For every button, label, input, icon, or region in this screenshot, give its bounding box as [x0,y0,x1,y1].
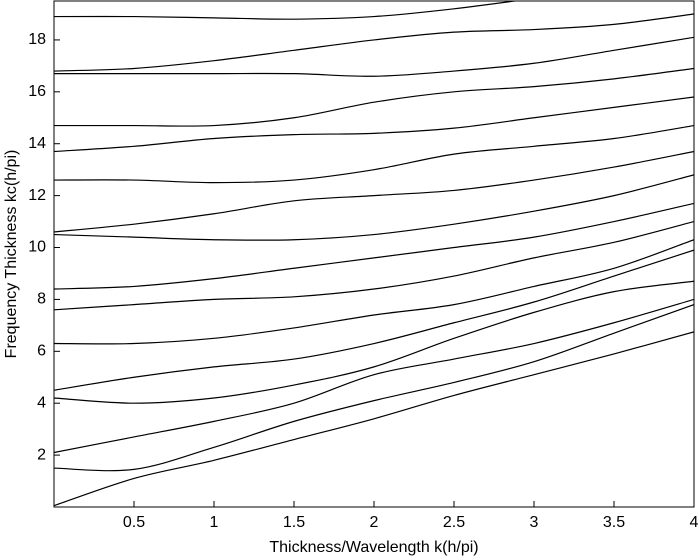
plot-lines [54,1,694,507]
curve [54,202,694,290]
curve [54,150,694,233]
x-tick-label: 2 [370,514,379,531]
y-tick-label: 10 [28,239,46,256]
curve [54,96,694,153]
curve [54,331,694,507]
curve [54,280,694,404]
curve [54,239,694,345]
x-axis-label: Thickness/Wavelength k(h/pi) [269,539,478,556]
curve [54,1,520,20]
curve [54,36,694,77]
curve [54,249,694,391]
x-tick-label: 3.5 [603,514,625,531]
y-tick-label: 14 [28,135,46,152]
y-tick-label: 2 [37,446,46,463]
x-tick-label: 1.5 [283,514,305,531]
curve [54,220,694,311]
x-tick-label: 2.5 [443,514,465,531]
y-tick-label: 12 [28,187,46,204]
x-tick-label: 4 [690,514,699,531]
y-tick-label: 8 [37,291,46,308]
x-tick-label: 1 [210,514,219,531]
y-tick-label: 6 [37,343,46,360]
x-tick-label: 0.5 [123,514,145,531]
x-tick-label: 3 [530,514,539,531]
y-tick-label: 16 [28,83,46,100]
y-tick-label: 18 [28,31,46,48]
curve [54,67,694,127]
curve [54,174,694,241]
curve [54,298,694,454]
y-axis-label: Frequency Thickness kc(h/pi) [3,150,20,359]
curve [54,304,694,472]
y-tick-label: 4 [37,394,46,411]
curve [54,124,694,184]
plot-frame [53,0,695,508]
curve [54,13,694,72]
